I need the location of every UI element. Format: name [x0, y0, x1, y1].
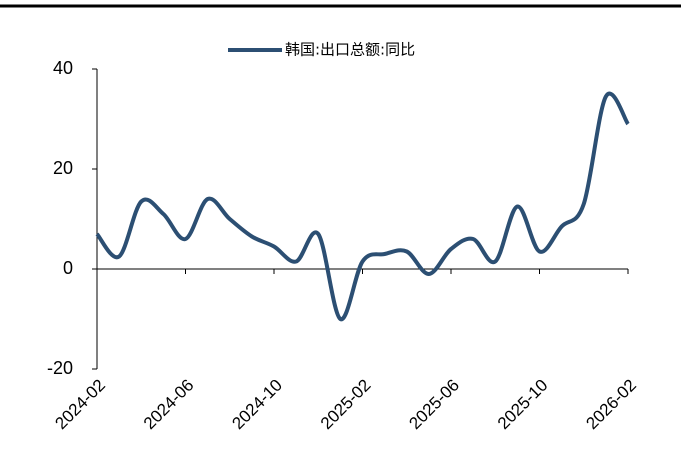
- line-series: [95, 91, 630, 322]
- x-tick-label: 2024-06: [140, 376, 198, 434]
- y-tick-label: 40: [53, 58, 73, 78]
- x-tick-label: 2025-10: [494, 376, 552, 434]
- x-tick-label: 2025-06: [405, 376, 463, 434]
- x-tick-label: 2024-02: [51, 376, 109, 434]
- x-tick-label: 2025-02: [317, 376, 375, 434]
- y-tick-label: -20: [47, 358, 73, 378]
- x-tick-label: 2026-02: [582, 376, 640, 434]
- y-tick-label: 20: [53, 158, 73, 178]
- legend-label: 韩国:出口总额:同比: [285, 41, 415, 59]
- x-tick-label: 2024-10: [228, 376, 286, 434]
- y-tick-label: 0: [63, 258, 73, 278]
